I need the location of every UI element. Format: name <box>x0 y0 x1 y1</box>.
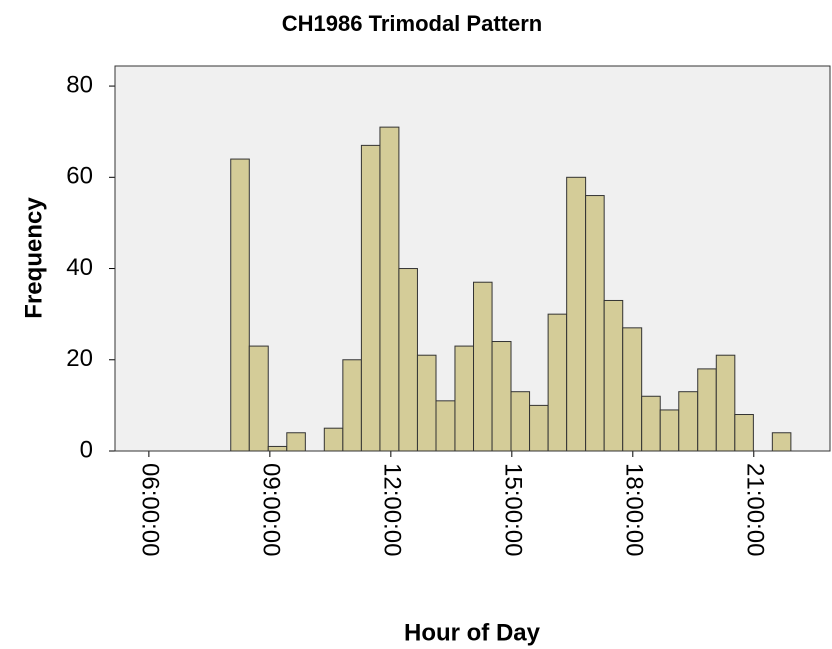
x-tick-label: 12:00:00 <box>378 463 405 556</box>
x-axis-title: Hour of Day <box>404 619 541 646</box>
bar <box>473 281 493 452</box>
y-tick-label: 0 <box>80 436 93 463</box>
bar <box>622 327 643 452</box>
bar <box>398 268 418 452</box>
bar <box>641 395 661 452</box>
bar <box>435 400 456 452</box>
bar <box>566 176 587 452</box>
bar <box>454 345 475 452</box>
bar <box>585 195 605 452</box>
bar <box>659 409 680 452</box>
bar <box>248 345 269 452</box>
bar <box>323 427 344 452</box>
bar <box>678 391 699 452</box>
bar <box>379 126 400 452</box>
x-tick-label: 15:00:00 <box>499 463 526 556</box>
bar <box>697 368 717 452</box>
y-tick-label: 80 <box>66 71 93 98</box>
bar <box>360 144 381 452</box>
plot-frame <box>114 65 831 452</box>
bar <box>771 432 792 452</box>
bar <box>491 341 512 452</box>
bar <box>510 391 531 452</box>
x-tick-label: 18:00:00 <box>620 463 647 556</box>
bar <box>267 445 288 452</box>
y-tick-label: 60 <box>66 163 93 190</box>
bar <box>286 432 306 452</box>
bar <box>547 313 568 452</box>
bar <box>715 354 736 452</box>
bar <box>416 354 437 452</box>
bar <box>529 404 549 452</box>
bar <box>603 299 624 452</box>
x-tick-label: 09:00:00 <box>258 463 285 556</box>
x-tick-label: 06:00:00 <box>137 463 164 556</box>
bar <box>230 158 250 452</box>
y-tick-label: 20 <box>66 345 93 372</box>
bar <box>342 359 362 452</box>
x-tick-label: 21:00:00 <box>741 463 768 556</box>
bar <box>734 414 754 452</box>
chart-title: CH1986 Trimodal Pattern <box>282 11 542 36</box>
y-axis-title: Frequency <box>20 197 47 319</box>
y-tick-label: 40 <box>66 254 93 281</box>
